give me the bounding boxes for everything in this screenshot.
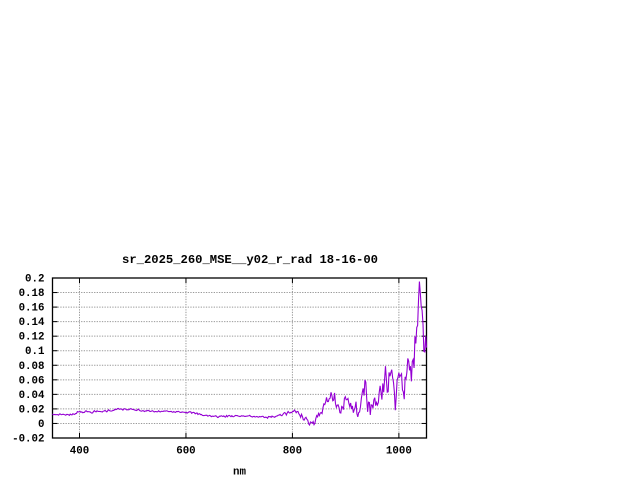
- svg-text:0.14: 0.14: [19, 317, 45, 329]
- svg-text:nm: nm: [233, 467, 246, 479]
- svg-text:-0.02: -0.02: [12, 434, 44, 446]
- svg-text:600: 600: [176, 446, 195, 458]
- svg-text:400: 400: [70, 446, 89, 458]
- svg-text:0.18: 0.18: [19, 288, 45, 300]
- svg-text:0: 0: [38, 419, 44, 431]
- svg-text:0.12: 0.12: [19, 332, 45, 344]
- svg-text:0.16: 0.16: [19, 303, 45, 315]
- svg-text:0.02: 0.02: [19, 404, 45, 416]
- svg-text:0.04: 0.04: [19, 390, 45, 402]
- svg-text:sr_2025_260_MSE__y02_r_rad 18-: sr_2025_260_MSE__y02_r_rad 18-16-00: [122, 253, 378, 267]
- svg-text:0.2: 0.2: [25, 274, 44, 286]
- svg-text:800: 800: [283, 446, 302, 458]
- svg-text:1000: 1000: [386, 446, 412, 458]
- svg-text:0.1: 0.1: [25, 346, 45, 358]
- svg-text:0.06: 0.06: [19, 375, 45, 387]
- svg-text:0.08: 0.08: [19, 361, 45, 373]
